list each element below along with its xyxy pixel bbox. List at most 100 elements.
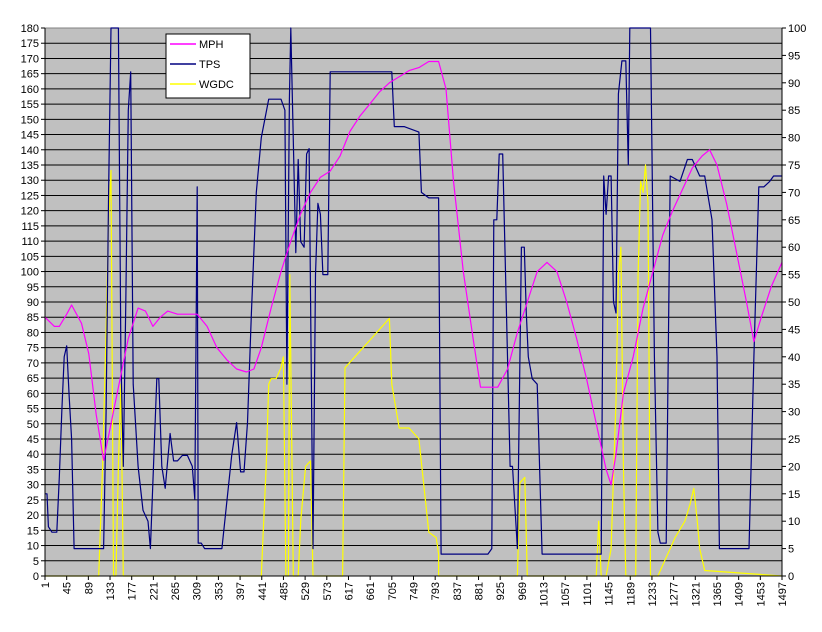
y-tick-label: 180	[21, 23, 39, 35]
x-tick-label: 441	[257, 582, 269, 600]
y-tick-label: 115	[21, 221, 39, 233]
y2-tick-label: 50	[788, 297, 800, 309]
y-tick-label: 120	[21, 206, 39, 218]
x-tick-label: 89	[83, 582, 95, 594]
x-tick-label: 1277	[669, 582, 681, 606]
y-tick-label: 150	[21, 114, 39, 126]
x-tick-label: 1497	[777, 582, 789, 606]
y-tick-label: 125	[21, 190, 39, 202]
y-tick-label: 110	[21, 236, 39, 248]
y-tick-label: 70	[27, 358, 39, 370]
x-tick-label: 1101	[582, 582, 594, 606]
x-tick-label: 45	[62, 582, 74, 594]
y2-tick-label: 55	[788, 270, 800, 282]
y-tick-label: 0	[33, 571, 39, 583]
y-tick-label: 15	[27, 525, 39, 537]
y-tick-label: 175	[21, 38, 39, 50]
y-tick-label: 100	[21, 267, 39, 279]
x-tick-label: 1365	[712, 582, 724, 606]
x-axis-ticks: 1 45 89 133 177 221 265 309 353 397 441 485 529 573 61…	[40, 575, 789, 606]
x-tick-label: 265	[170, 582, 182, 600]
y2-tick-label: 75	[788, 160, 800, 172]
series-line-wgdc	[45, 164, 783, 577]
x-tick-label: 1189	[625, 582, 637, 606]
y-tick-label: 160	[21, 84, 39, 96]
x-tick-label: 661	[365, 582, 377, 600]
y-tick-label: 35	[27, 464, 39, 476]
y-tick-label: 50	[27, 419, 39, 431]
right-axis-ticks: 0 5 10 15 20 25 30 35 40 45 50 55 60 65 70 75 80 85 90 95 10…	[781, 23, 806, 583]
y-tick-label: 25	[27, 495, 39, 507]
y-tick-label: 65	[27, 373, 39, 385]
x-tick-label: 573	[322, 582, 334, 600]
legend: MPH TPS WGDC	[165, 33, 251, 99]
x-tick-label: 529	[300, 582, 312, 600]
y-tick-label: 20	[27, 510, 39, 522]
y-tick-label: 85	[27, 312, 39, 324]
legend-label-wgdc: WGDC	[199, 79, 234, 91]
y2-tick-label: 45	[788, 324, 800, 336]
y2-tick-label: 95	[788, 50, 800, 62]
legend-label-mph: MPH	[199, 39, 224, 51]
x-tick-label: 969	[517, 582, 529, 600]
x-tick-label: 617	[343, 582, 355, 600]
y-tick-label: 130	[21, 175, 39, 187]
x-tick-label: 1	[40, 582, 52, 588]
y-tick-label: 105	[21, 251, 39, 263]
y-tick-label: 95	[27, 282, 39, 294]
y2-tick-label: 90	[788, 78, 800, 90]
y-tick-label: 90	[27, 297, 39, 309]
y-tick-label: 40	[27, 449, 39, 461]
y-tick-label: 135	[21, 160, 39, 172]
x-tick-label: 133	[105, 582, 117, 600]
x-tick-label: 793	[430, 582, 442, 600]
y-tick-label: 55	[27, 404, 39, 416]
y2-tick-label: 25	[788, 434, 800, 446]
x-tick-label: 1453	[755, 582, 767, 606]
y-tick-label: 45	[27, 434, 39, 446]
x-tick-label: 1409	[734, 582, 746, 606]
y-tick-label: 155	[21, 99, 39, 111]
x-tick-label: 177	[127, 582, 139, 600]
series-line-mph	[44, 60, 783, 486]
y2-tick-label: 80	[788, 133, 800, 145]
y2-tick-label: 35	[788, 379, 800, 391]
y2-tick-label: 15	[788, 489, 800, 501]
series-line-tps	[45, 27, 782, 555]
x-tick-label: 749	[409, 582, 421, 600]
y2-tick-label: 60	[788, 242, 800, 254]
x-tick-label: 1057	[560, 582, 572, 606]
x-tick-label: 353	[213, 582, 225, 600]
y2-tick-label: 70	[788, 187, 800, 199]
y2-tick-label: 100	[788, 23, 806, 35]
y-tick-label: 140	[21, 145, 39, 157]
y-tick-label: 75	[27, 343, 39, 355]
x-tick-label: 309	[192, 582, 204, 600]
y-tick-label: 145	[21, 130, 39, 142]
y2-tick-label: 85	[788, 105, 800, 117]
x-tick-label: 837	[452, 582, 464, 600]
y2-tick-label: 20	[788, 461, 800, 473]
x-tick-label: 705	[387, 582, 399, 600]
x-tick-label: 221	[148, 582, 160, 600]
left-axis-ticks: 0 5 10 15 20 25 30 35 40 45 50 55 60 65 70 75 80 85 90 95 10…	[21, 23, 46, 583]
y2-tick-label: 0	[788, 571, 794, 583]
y-tick-label: 170	[21, 53, 39, 65]
y2-tick-label: 10	[788, 516, 800, 528]
y2-tick-label: 40	[788, 352, 800, 364]
x-tick-label: 485	[278, 582, 290, 600]
y-tick-label: 5	[33, 556, 39, 568]
y-tick-label: 60	[27, 388, 39, 400]
legend-label-tps: TPS	[199, 59, 220, 71]
y2-tick-label: 5	[788, 544, 794, 556]
x-tick-label: 1321	[690, 582, 702, 606]
x-tick-label: 397	[235, 582, 247, 600]
y-tick-label: 30	[27, 480, 39, 492]
gridlines	[45, 42, 782, 562]
x-tick-label: 1145	[604, 582, 616, 606]
y2-tick-label: 65	[788, 215, 800, 227]
x-tick-label: 1013	[539, 582, 551, 606]
y-tick-label: 80	[27, 327, 39, 339]
